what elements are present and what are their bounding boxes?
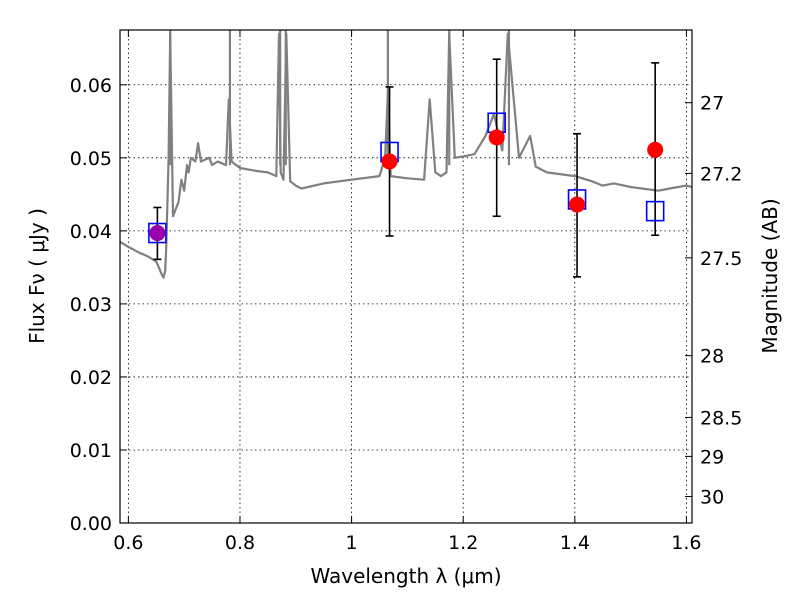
- observed-flux-marker: [149, 225, 166, 242]
- model-square-marker: [645, 200, 665, 222]
- y-tick-label: 0.05: [70, 148, 112, 170]
- right-axis-label: Magnitude (AB): [758, 198, 782, 353]
- magnitude-tick-label: 29: [700, 446, 724, 468]
- x-tick-label: 1: [346, 532, 358, 554]
- y-tick-label: 0.06: [70, 75, 112, 97]
- x-tick-label: 0.6: [113, 532, 143, 554]
- data-markers: [148, 112, 665, 244]
- observed-flux-marker: [569, 196, 586, 213]
- magnitude-tick-label: 28: [700, 346, 724, 368]
- axis-ticks: 0.6 0.8 1 1.2 1.4 1.6 0.00 0.01 0.02 0.03 0.04 0.05…: [70, 30, 742, 554]
- y-axis-label: Flux Fν ( μJy ): [25, 208, 49, 344]
- x-tick-label: 1.2: [448, 532, 478, 554]
- observed-flux-marker: [488, 129, 505, 146]
- magnitude-tick-label: 27.5: [700, 248, 742, 270]
- y-tick-label: 0.01: [70, 440, 112, 462]
- magnitude-tick-label: 27.2: [700, 163, 742, 185]
- magnitude-tick-label: 30: [700, 486, 724, 508]
- y-tick-label: 0.02: [70, 367, 112, 389]
- y-tick-label: 0.00: [70, 513, 112, 535]
- y-tick-label: 0.04: [70, 221, 112, 243]
- spectrum-line: [120, 32, 692, 279]
- x-axis-label: Wavelength λ (μm): [310, 564, 501, 588]
- x-tick-label: 1.4: [560, 532, 590, 554]
- plot-frame: [119, 29, 693, 524]
- model-spectrum: [120, 30, 692, 279]
- x-tick-label: 1.6: [671, 532, 701, 554]
- y-tick-label: 0.03: [70, 294, 112, 316]
- observed-flux-marker: [381, 153, 398, 170]
- model-square-marker: [148, 222, 167, 244]
- observed-flux-marker: [647, 141, 664, 158]
- magnitude-tick-label: 28.5: [700, 407, 742, 429]
- x-tick-label: 0.8: [225, 532, 255, 554]
- magnitude-tick-label: 27: [700, 93, 724, 115]
- plot-background: [120, 30, 692, 523]
